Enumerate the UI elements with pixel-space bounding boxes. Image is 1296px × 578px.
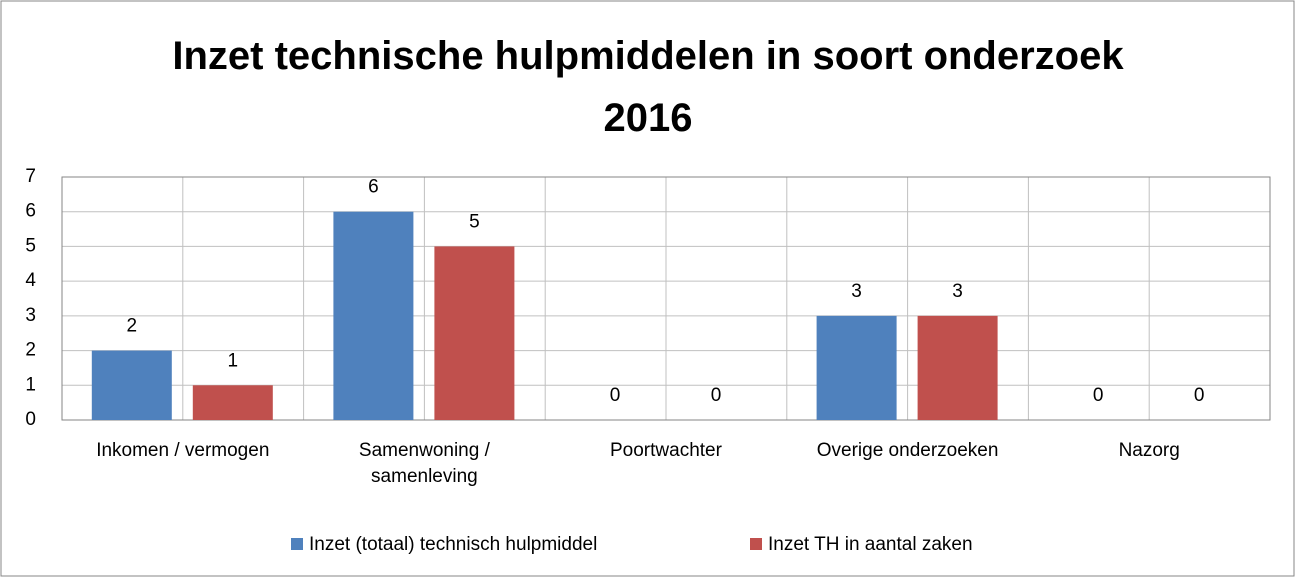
data-label: 0 bbox=[1093, 385, 1104, 406]
y-tick-label: 3 bbox=[25, 305, 36, 326]
y-tick-label: 0 bbox=[25, 409, 36, 430]
data-label: 1 bbox=[228, 350, 239, 371]
data-label: 2 bbox=[127, 316, 138, 337]
x-tick-label: Inkomen / vermogen bbox=[96, 440, 270, 461]
plot-border bbox=[61, 176, 1271, 421]
bar bbox=[434, 246, 515, 420]
bar bbox=[917, 315, 998, 420]
data-label: 3 bbox=[851, 281, 862, 302]
legend-swatch bbox=[291, 538, 303, 550]
chart-title: Inzet technische hulpmiddelen in soort o… bbox=[172, 34, 1124, 78]
y-tick-label: 5 bbox=[25, 235, 36, 256]
x-tick-label: Poortwachter bbox=[610, 440, 722, 461]
bar bbox=[816, 315, 897, 420]
y-tick-label: 2 bbox=[25, 340, 36, 361]
y-tick-label: 1 bbox=[25, 374, 36, 395]
x-tick-label: Overige onderzoeken bbox=[816, 440, 999, 461]
data-label: 6 bbox=[368, 177, 379, 198]
data-label: 3 bbox=[952, 281, 963, 302]
x-tick-label: Nazorg bbox=[1118, 440, 1180, 461]
x-tick-label: Samenwoning / samenleving bbox=[358, 440, 490, 487]
y-tick-label: 4 bbox=[25, 270, 36, 291]
y-tick-label: 7 bbox=[25, 166, 36, 187]
data-label: 0 bbox=[1194, 385, 1205, 406]
bar bbox=[91, 350, 172, 420]
data-label: 5 bbox=[469, 211, 480, 232]
data-label: 0 bbox=[610, 385, 621, 406]
y-tick-label: 6 bbox=[25, 201, 36, 222]
legend-swatch bbox=[750, 538, 762, 550]
bar bbox=[192, 385, 273, 420]
chart-title: 2016 bbox=[603, 96, 693, 140]
legend-label: Inzet (totaal) technisch hulpmiddel bbox=[309, 534, 597, 555]
bar bbox=[333, 211, 414, 420]
data-label: 0 bbox=[711, 385, 722, 406]
legend-label: Inzet TH in aantal zaken bbox=[768, 534, 973, 555]
